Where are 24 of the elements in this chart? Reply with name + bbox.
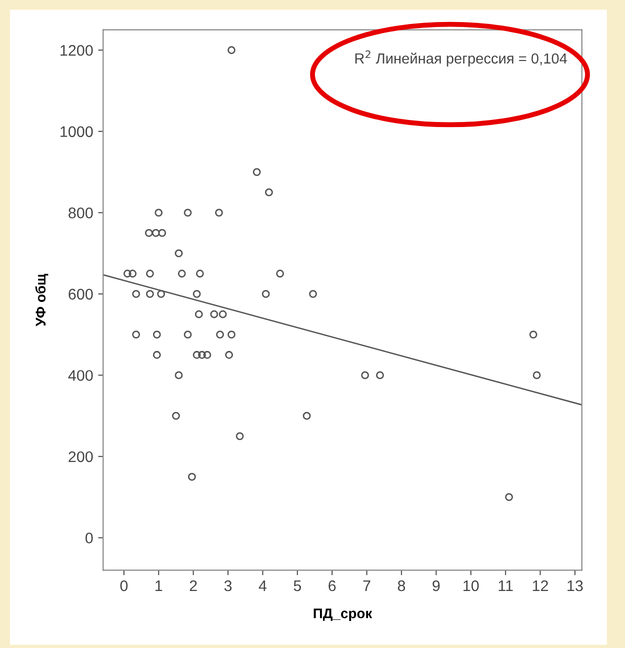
y-tick-label: 600 — [68, 288, 93, 300]
x-tick-label: 5 — [294, 580, 302, 592]
y-tick-label: 0 — [86, 532, 93, 544]
x-tick-label: 1 — [156, 580, 162, 592]
x-tick-label: 7 — [363, 580, 370, 592]
x-tick-label: 11 — [498, 580, 513, 592]
x-tick-label: 8 — [398, 580, 406, 592]
y-tick-label: 1200 — [60, 44, 93, 56]
x-tick-label: 12 — [532, 580, 548, 592]
annotation: R$^{2}$ Линейная регрессия = 0,104 — [355, 50, 567, 67]
y-tick-label: 1000 — [60, 126, 93, 138]
x-tick-label: 0 — [120, 580, 128, 592]
x-tick-label: 2 — [190, 580, 197, 592]
y-tick-label: 400 — [68, 370, 93, 381]
x-tick-label: 10 — [464, 580, 479, 592]
y-tick-label: 800 — [68, 208, 93, 218]
x-tick-label: 3 — [224, 580, 232, 592]
y-axis-title: УФ общ — [35, 274, 48, 326]
x-tick-label: 9 — [432, 580, 440, 592]
x-tick-label: 6 — [328, 580, 336, 592]
y-tick-label: 200 — [68, 451, 93, 462]
x-tick-label: 13 — [568, 580, 583, 592]
x-tick-label: 4 — [258, 580, 267, 592]
x-axis-title: ПД_срок — [314, 608, 372, 622]
